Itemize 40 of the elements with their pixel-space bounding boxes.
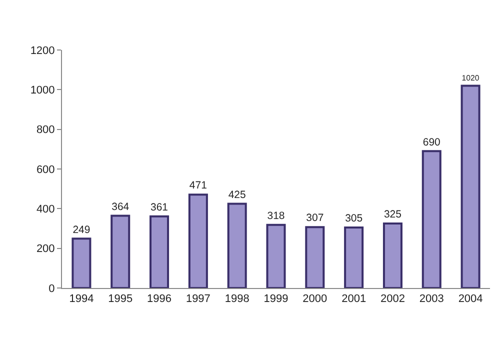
y-tick-label: 600 bbox=[36, 164, 55, 176]
x-tick-label: 1994 bbox=[69, 293, 94, 306]
x-tick-label: 1996 bbox=[147, 293, 172, 306]
bar bbox=[422, 150, 442, 288]
x-tick-label: 1997 bbox=[186, 293, 210, 306]
data-label: 471 bbox=[189, 180, 208, 192]
data-label: 305 bbox=[345, 214, 363, 225]
bar bbox=[266, 224, 286, 288]
y-tick-label: 800 bbox=[36, 124, 55, 136]
data-label: 364 bbox=[112, 202, 130, 213]
y-tick-label: 400 bbox=[36, 204, 55, 216]
y-tick-label: 1000 bbox=[30, 84, 55, 97]
bar bbox=[150, 215, 170, 288]
bar bbox=[110, 214, 130, 288]
x-tick-label: 2004 bbox=[458, 293, 483, 306]
bar bbox=[382, 222, 402, 288]
x-tick-label: 2003 bbox=[419, 293, 444, 306]
x-tick-label: 2001 bbox=[342, 293, 366, 306]
y-tick-label: 1200 bbox=[30, 44, 55, 57]
data-label: 1020 bbox=[462, 74, 480, 83]
data-label: 307 bbox=[306, 213, 324, 224]
data-label: 425 bbox=[228, 190, 246, 201]
data-label: 249 bbox=[72, 224, 90, 236]
data-label: 690 bbox=[422, 137, 441, 148]
bar bbox=[305, 226, 325, 288]
y-tick-label: 0 bbox=[48, 282, 55, 295]
x-tick-label: 1995 bbox=[108, 293, 133, 306]
x-tick-label: 1998 bbox=[224, 293, 250, 306]
y-tick-label: 200 bbox=[36, 243, 55, 256]
data-label: 318 bbox=[267, 211, 285, 222]
bar bbox=[72, 238, 92, 288]
x-tick-label: 2002 bbox=[380, 293, 405, 306]
data-label: 325 bbox=[384, 210, 402, 221]
x-tick-label: 1999 bbox=[264, 293, 288, 306]
x-tick-label: 2000 bbox=[302, 293, 328, 306]
data-label: 361 bbox=[150, 202, 168, 214]
bar bbox=[344, 226, 364, 288]
bar bbox=[188, 194, 208, 288]
bar bbox=[227, 202, 247, 288]
bar bbox=[460, 84, 480, 288]
